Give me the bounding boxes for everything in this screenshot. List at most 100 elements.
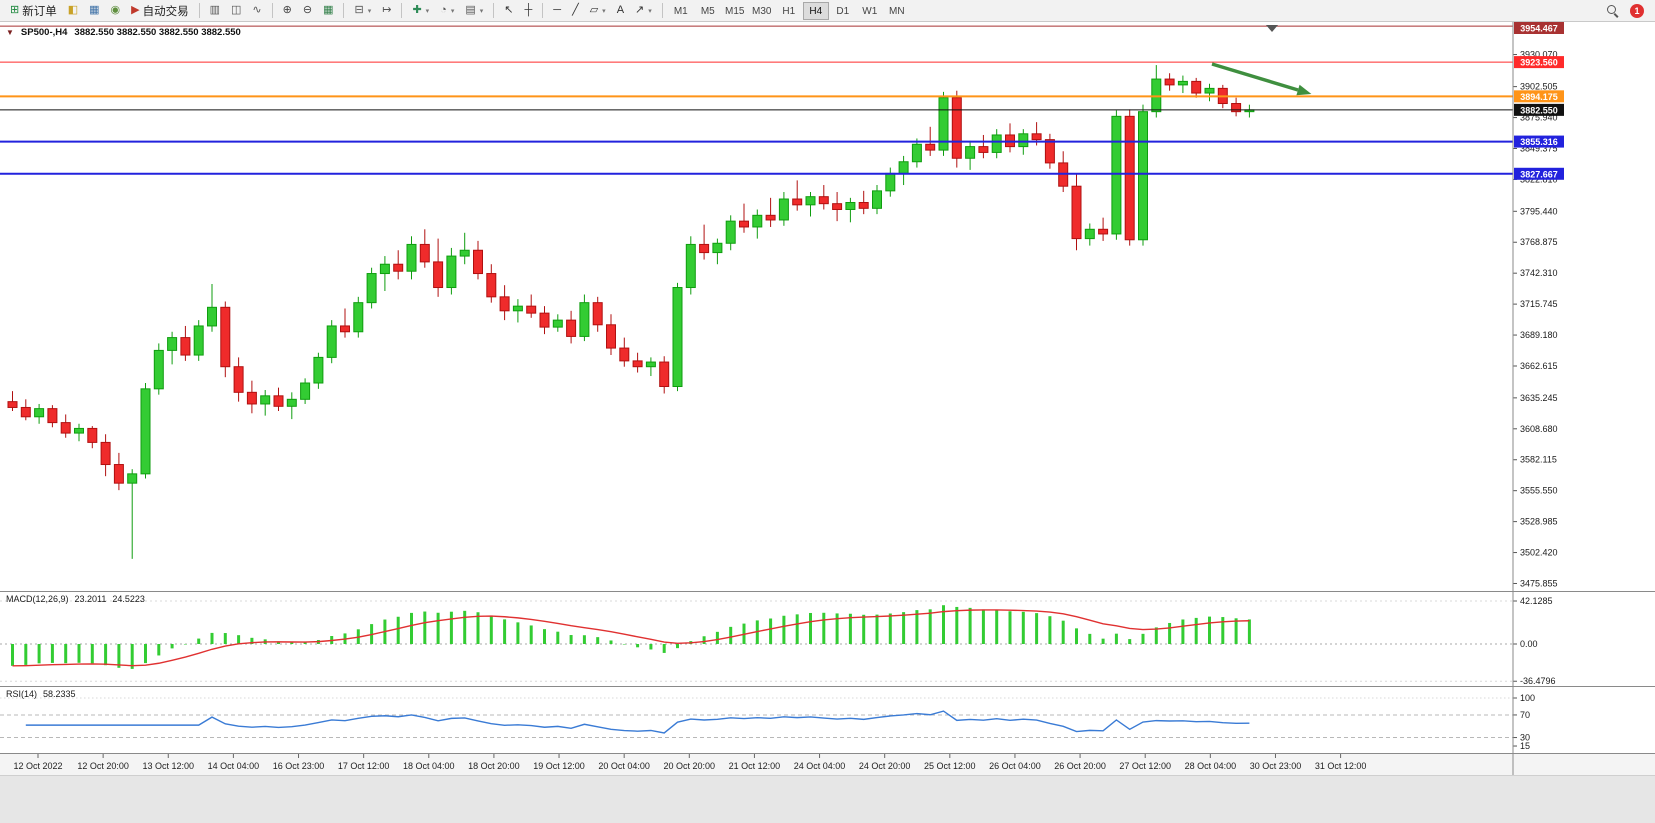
indicators-button[interactable]: ✚ ▾ <box>407 2 434 20</box>
time-axis[interactable]: 12 Oct 2022 12 Oct 20:00 13 Oct 12:00 14 Oc… <box>0 753 1655 776</box>
price-chart-panel[interactable]: 3930.0703902.5053875.9403849.3753822.810… <box>0 22 1655 591</box>
svg-text:3954.467: 3954.467 <box>1520 24 1558 34</box>
svg-text:3930.070: 3930.070 <box>1520 50 1558 60</box>
bar-chart-button[interactable]: ▥ <box>205 2 225 20</box>
zoom-out-button[interactable]: ⊖ <box>298 2 317 20</box>
line-chart-button[interactable]: ∿ <box>247 2 266 20</box>
timeframe-D1[interactable]: D1 <box>836 5 850 17</box>
svg-text:3582.115: 3582.115 <box>1520 455 1557 465</box>
text-label-button[interactable]: A <box>612 2 629 20</box>
chart-title: ▼ SP500-,H4 3882.550 3882.550 3882.550 3… <box>6 27 241 38</box>
svg-text:3875.940: 3875.940 <box>1520 113 1558 123</box>
shift-chart-button[interactable]: ↦ <box>377 2 396 20</box>
tile-windows-button[interactable]: ▦ <box>318 2 338 20</box>
periods-icon: ◔ <box>440 4 447 16</box>
svg-text:3795.440: 3795.440 <box>1520 206 1558 216</box>
chevron-down-icon: ▾ <box>479 7 484 15</box>
svg-text:70: 70 <box>1520 710 1530 720</box>
timeframe-MN[interactable]: MN <box>888 5 905 17</box>
equidistant-channel-button[interactable]: ▱ ▾ <box>585 2 611 20</box>
svg-text:0.00: 0.00 <box>1520 639 1538 649</box>
rsi-value: 58.2335 <box>43 689 76 699</box>
horizontal-line-icon: ─ <box>553 4 562 16</box>
arrows-button[interactable]: ↗ ▾ <box>630 2 657 20</box>
candlestick-chart-icon: ◫ <box>231 4 242 16</box>
svg-text:15: 15 <box>1520 741 1530 751</box>
periods-button[interactable]: ◔ ▾ <box>435 2 459 20</box>
symbol-collapse-icon[interactable]: ▼ <box>6 28 14 37</box>
trendline-icon: ╱ <box>572 4 579 16</box>
chevron-down-icon: ▾ <box>602 7 606 15</box>
svg-text:19 Oct 12:00: 19 Oct 12:00 <box>533 761 585 771</box>
toolbar-separator <box>343 3 345 18</box>
timeframe-W1[interactable]: W1 <box>862 5 878 17</box>
svg-text:12 Oct 2022: 12 Oct 2022 <box>13 761 62 771</box>
chart-ohlc-values: 3882.550 3882.550 3882.550 3882.550 <box>74 27 241 38</box>
toolbar-separator <box>661 3 663 18</box>
svg-text:13 Oct 12:00: 13 Oct 12:00 <box>142 761 194 771</box>
svg-text:14 Oct 04:00: 14 Oct 04:00 <box>208 761 260 771</box>
zoom-in-icon: ⊕ <box>282 4 292 16</box>
market-watch-button[interactable]: ▦ <box>84 2 104 20</box>
timeframe-M1[interactable]: M1 <box>673 5 688 17</box>
toolbar: ⊞ 新订单 ◧ ▦ ◉ ▶ 自动交易 ▥ ◫ ∿ ⊕ ⊖ ▦ ⊟ ▾ ↦ ✚ ▾ ◔ ▾ ▤ ▾ ↖ ┼ ─ ╱ ▱ ▾ A ↗ ▾ M1 M5… <box>0 0 1655 22</box>
svg-text:3662.615: 3662.615 <box>1520 361 1558 371</box>
svg-text:100: 100 <box>1520 693 1535 703</box>
svg-text:26 Oct 20:00: 26 Oct 20:00 <box>1054 761 1106 771</box>
svg-text:3715.745: 3715.745 <box>1520 299 1558 309</box>
svg-text:18 Oct 04:00: 18 Oct 04:00 <box>403 761 455 771</box>
templates-button[interactable]: ▤ ▾ <box>460 2 488 20</box>
chevron-down-icon: ▾ <box>367 7 372 15</box>
navigator-button[interactable]: ◉ <box>106 2 126 20</box>
charts-window-button[interactable]: ◧ <box>63 2 83 20</box>
annotation-arrow[interactable] <box>1211 62 1312 96</box>
new-order-button[interactable]: ⊞ 新订单 <box>5 2 62 20</box>
svg-text:3827.667: 3827.667 <box>1520 169 1558 179</box>
macd-histogram <box>11 605 1251 669</box>
rsi-label: RSI(14) <box>6 689 38 699</box>
timeframe-M15[interactable]: M15 <box>725 5 745 17</box>
trendline-button[interactable]: ╱ <box>567 2 584 20</box>
macd-panel[interactable]: 42.1285 0.00 -36.4796 MACD(12,26,9) 23.201… <box>0 591 1655 686</box>
crosshair-button[interactable]: ┼ <box>519 2 537 20</box>
svg-text:16 Oct 23:00: 16 Oct 23:00 <box>273 761 325 771</box>
cursor-icon: ↖ <box>504 4 514 16</box>
autotrading-button[interactable]: ▶ 自动交易 <box>126 2 193 20</box>
timeframe-M5[interactable]: M5 <box>700 5 715 17</box>
toolbar-separator <box>271 3 273 18</box>
autotrading-button-label: 自动交易 <box>142 5 189 18</box>
chart-symbol-period: SP500-,H4 <box>20 27 68 38</box>
timeframe-H4[interactable]: H4 <box>802 1 829 20</box>
price-axis[interactable]: 3930.0703902.5053875.9403849.3753822.810… <box>1513 50 1558 589</box>
rsi-header: RSI(14) 58.2335 <box>6 689 76 699</box>
timeframe-M30[interactable]: M30 <box>752 5 772 17</box>
arrange-windows-button[interactable]: ⊟ ▾ <box>349 2 376 20</box>
price-tag-3894.175: 3894.175 <box>1514 90 1564 103</box>
svg-text:17 Oct 12:00: 17 Oct 12:00 <box>338 761 390 771</box>
price-tag-3827.667: 3827.667 <box>1514 167 1564 180</box>
macd-value-main: 23.2011 <box>74 594 107 604</box>
toolbar-separator <box>198 3 200 18</box>
svg-text:3528.985: 3528.985 <box>1520 517 1558 527</box>
cursor-button[interactable]: ↖ <box>499 2 518 20</box>
svg-text:3475.855: 3475.855 <box>1520 578 1558 588</box>
rsi-panel[interactable]: 100 70 30 15 RSI(14) 58.2335 <box>0 686 1655 753</box>
line-chart-icon: ∿ <box>252 4 262 16</box>
svg-text:3635.245: 3635.245 <box>1520 393 1558 403</box>
search-icon[interactable] <box>1606 4 1619 17</box>
templates-icon: ▤ <box>465 4 476 16</box>
candlestick-chart-button[interactable]: ◫ <box>226 2 246 20</box>
zoom-in-button[interactable]: ⊕ <box>278 2 297 20</box>
svg-text:3502.420: 3502.420 <box>1520 548 1558 558</box>
time-axis-svg: 12 Oct 2022 12 Oct 20:00 13 Oct 12:00 14 Oc… <box>13 754 1514 776</box>
notification-badge[interactable]: 1 <box>1630 3 1644 18</box>
timeframe-H1[interactable]: H1 <box>782 5 796 17</box>
horizontal-line-button[interactable]: ─ <box>548 2 566 20</box>
svg-text:27 Oct 12:00: 27 Oct 12:00 <box>1119 761 1171 771</box>
macd-header: MACD(12,26,9) 23.2011 24.5223 <box>6 594 145 604</box>
svg-text:3555.550: 3555.550 <box>1520 486 1558 496</box>
new-order-icon: ⊞ <box>10 4 20 16</box>
chart-shift-marker-icon[interactable] <box>1266 25 1278 32</box>
svg-text:3855.316: 3855.316 <box>1520 137 1558 147</box>
